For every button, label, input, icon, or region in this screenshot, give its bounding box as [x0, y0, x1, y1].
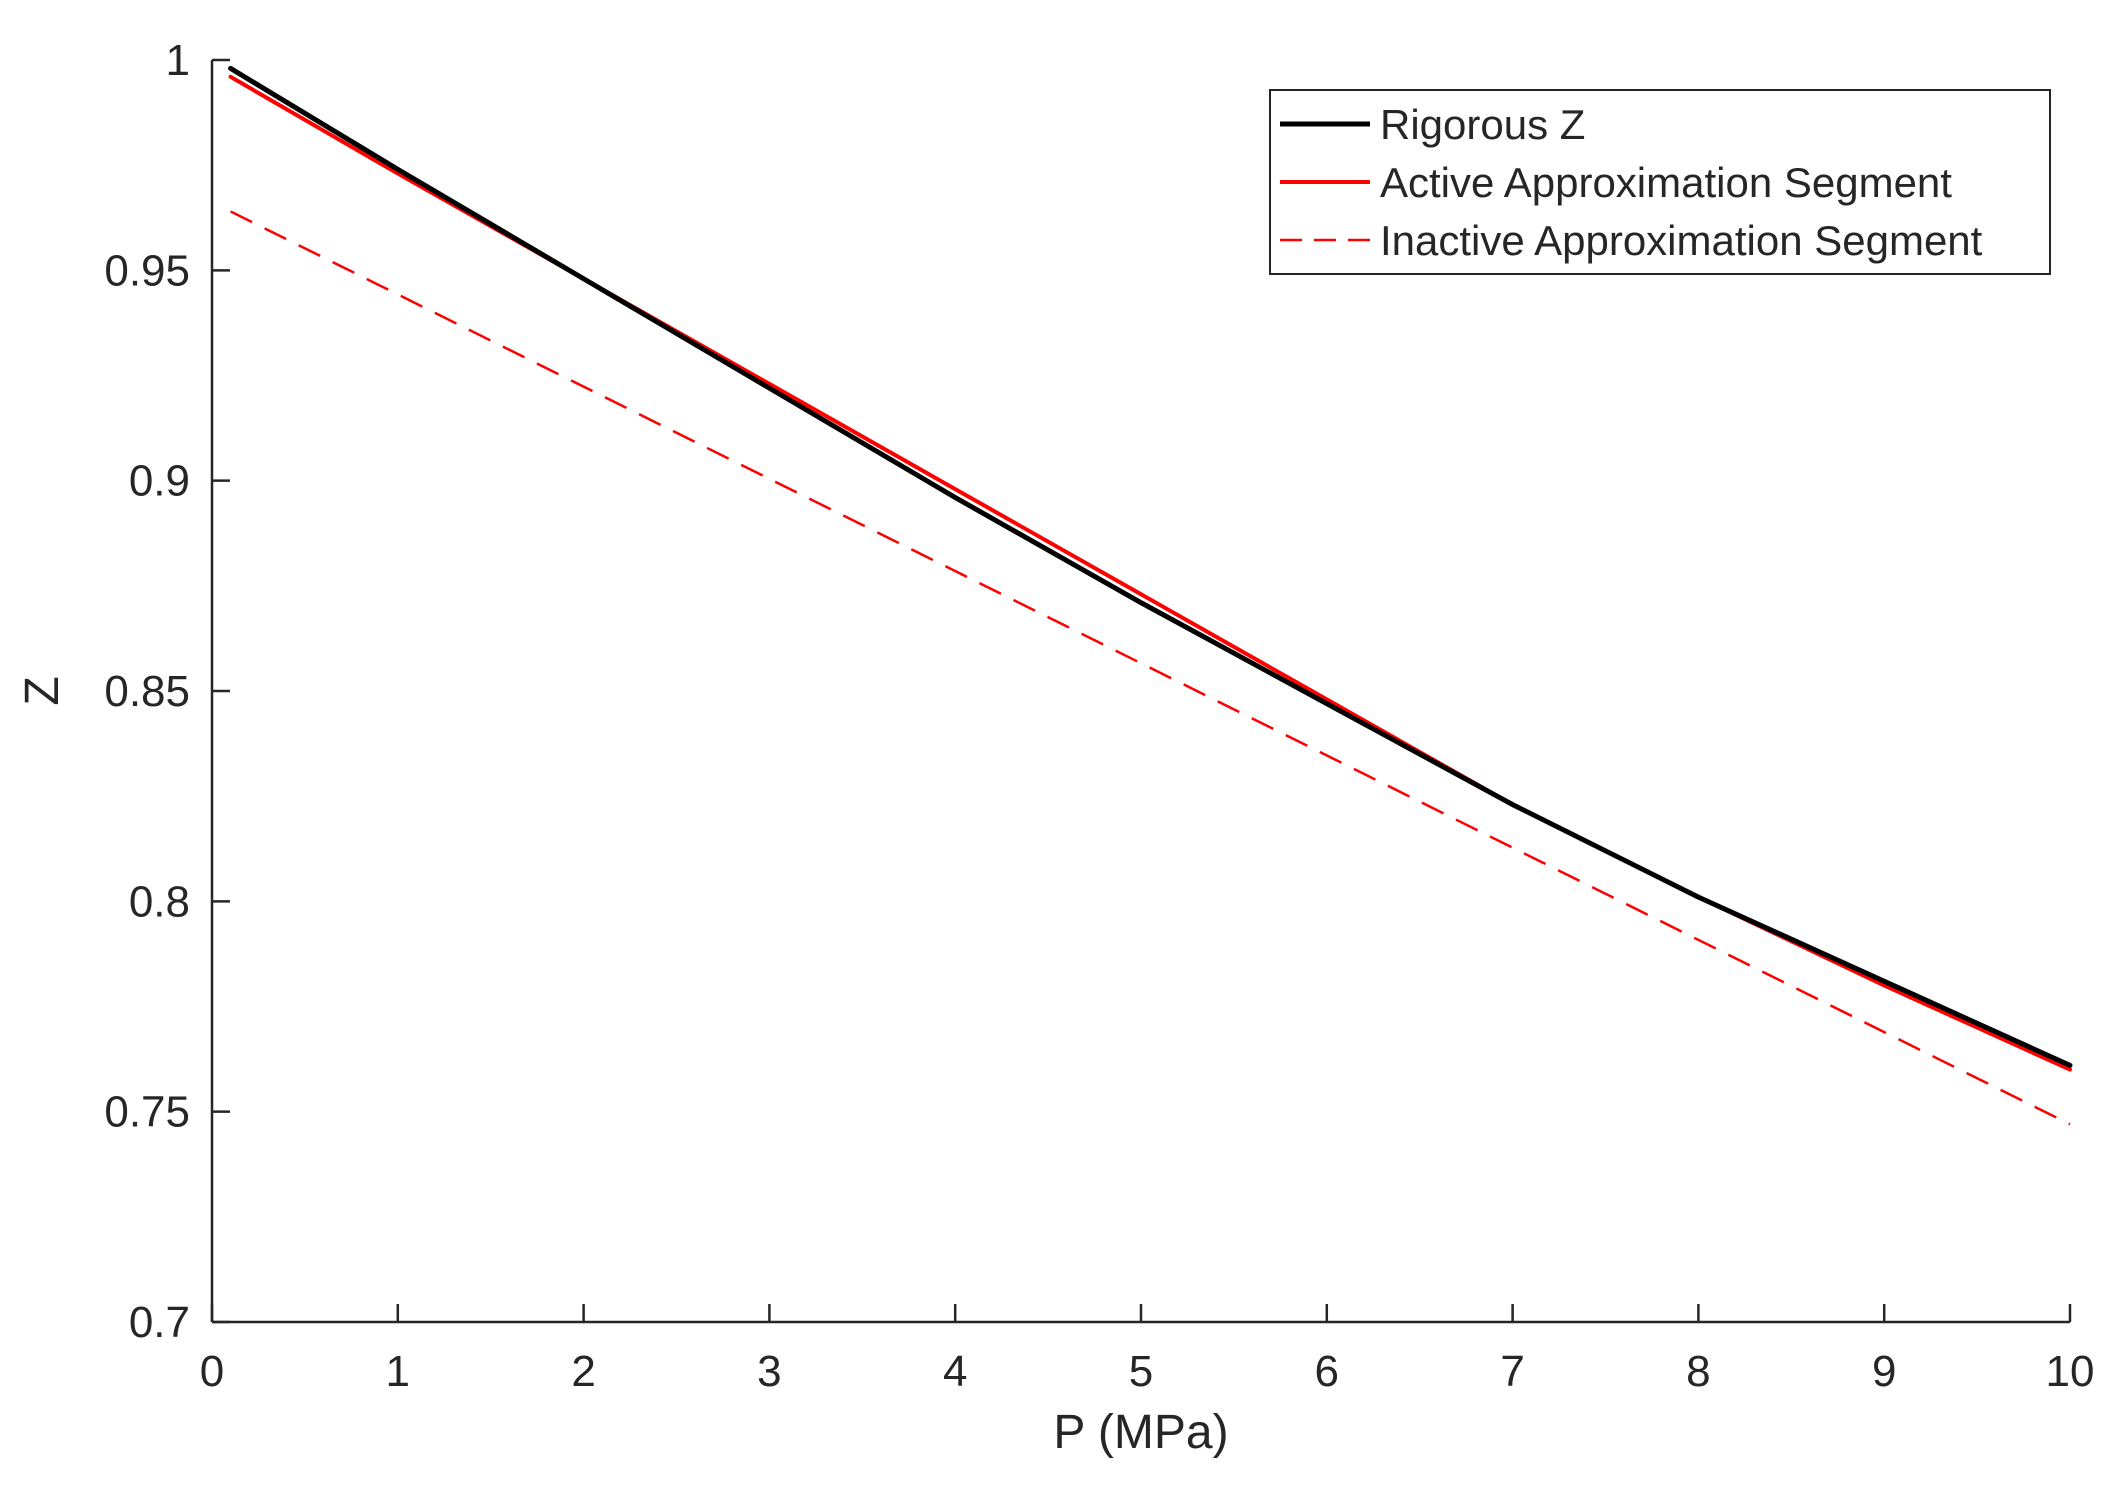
x-tick-label: 8 [1686, 1347, 1710, 1396]
x-tick-label: 6 [1315, 1347, 1339, 1396]
x-tick-label: 0 [200, 1347, 224, 1396]
legend-label: Rigorous Z [1380, 101, 1585, 148]
x-tick-label: 9 [1872, 1347, 1896, 1396]
series-layer [228, 65, 2073, 1126]
legend-box [1269, 89, 2051, 275]
x-tick-label: 5 [1129, 1347, 1153, 1396]
y-tick-label: 0.9 [129, 457, 190, 506]
y-tick-label: 0.95 [104, 246, 190, 295]
y-axis-label: Z [16, 676, 69, 705]
x-tick-label: 4 [943, 1347, 967, 1396]
x-axis-ticks: 0 1 2 3 4 5 6 7 8 9 10 [200, 1304, 2095, 1396]
y-tick-label: 0.85 [104, 667, 190, 716]
legend-label: Active Approximation Segment [1380, 159, 1952, 206]
x-axis-label: P (MPa) [1053, 1406, 1228, 1459]
x-tick-label: 7 [1500, 1347, 1524, 1396]
x-tick-label: 10 [2046, 1347, 2095, 1396]
y-tick-label: 1 [166, 36, 190, 85]
y-tick-label: 0.75 [104, 1088, 190, 1137]
legend-label: Inactive Approximation Segment [1380, 217, 1983, 264]
y-axis-ticks: 0.7 0.75 0.8 0.85 0.9 0.95 1 [104, 36, 230, 1347]
series-line-inactive-approximation-segment [230, 210, 2071, 1126]
y-tick-label: 0.7 [129, 1298, 190, 1347]
x-tick-label: 3 [757, 1347, 781, 1396]
y-tick-label: 0.8 [129, 877, 190, 926]
x-tick-label: 1 [386, 1347, 410, 1396]
series-line-rigorous-z [228, 65, 2073, 1068]
legend: Rigorous Z Active Approximation Segment In… [1269, 89, 2051, 275]
x-tick-label: 2 [571, 1347, 595, 1396]
